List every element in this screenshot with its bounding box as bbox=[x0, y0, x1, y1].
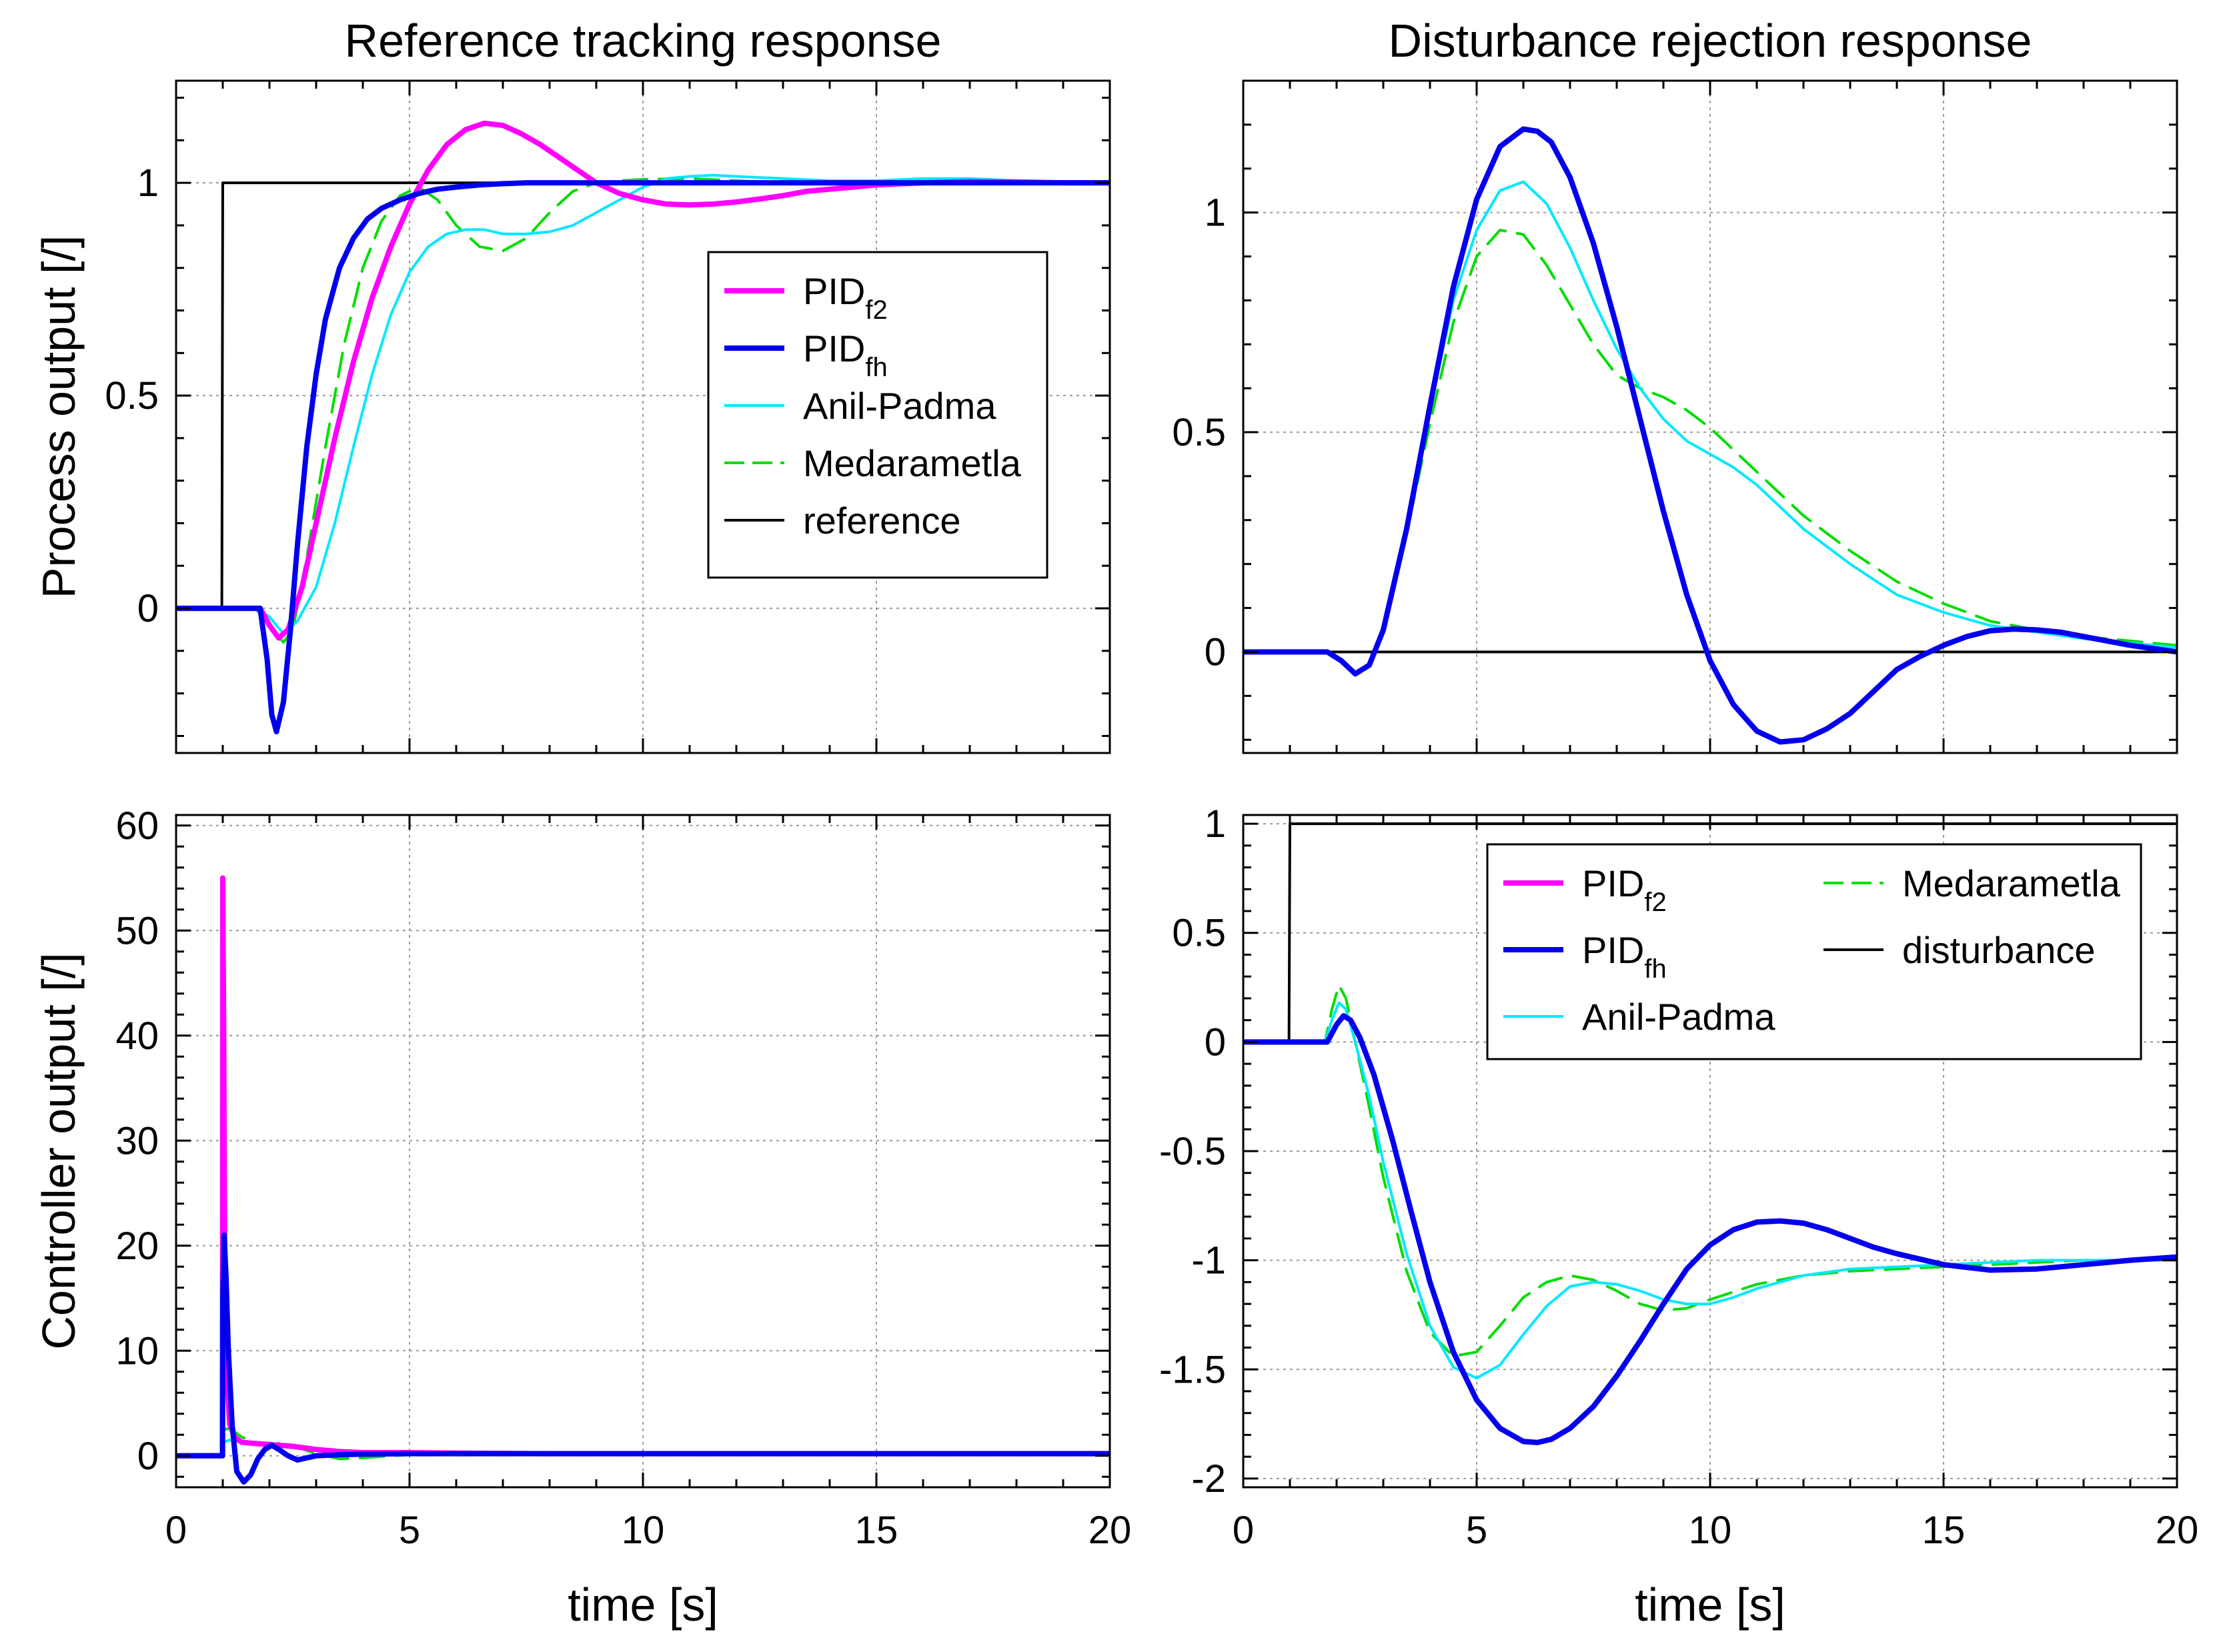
panels: 0 0.5 1 Reference tracking response Process … bbox=[33, 15, 2198, 1631]
y-tick-label: 50 bbox=[115, 909, 159, 952]
x-axis-label: time [s] bbox=[1635, 1579, 1785, 1631]
y-axis-label: Process output [/] bbox=[33, 235, 85, 599]
y-tick-label: 0 bbox=[137, 1435, 159, 1478]
series-group bbox=[176, 875, 1110, 1485]
y-tick-label: 60 bbox=[115, 804, 159, 848]
legend-box bbox=[707, 251, 1048, 579]
y-tick-label: 1 bbox=[1205, 802, 1226, 846]
y-tick-label: 0 bbox=[1205, 630, 1226, 674]
series-pidfh bbox=[176, 180, 1110, 735]
x-tick-label: 10 bbox=[622, 1509, 665, 1552]
series-anil-padma bbox=[1243, 1001, 2177, 1380]
legend-label-anil-padma: Anil-Padma bbox=[1582, 996, 1775, 1038]
series-medarametla bbox=[1243, 984, 2177, 1358]
panel-ref_controller: 0 10 20 30 40 50 60 0 5 10 15 20 time [s] Controller … bbox=[33, 804, 1131, 1631]
x-axis-label: time [s] bbox=[568, 1579, 718, 1631]
y-tick-label: 0 bbox=[137, 587, 159, 630]
x-tick-label: 15 bbox=[855, 1509, 898, 1552]
legend-label-pidfh: PIDfh bbox=[1582, 929, 1667, 984]
legend-label-reference: reference bbox=[803, 500, 961, 542]
panel-ref_process: 0 0.5 1 Reference tracking response Process … bbox=[33, 15, 1111, 754]
y-tick-label: 0.5 bbox=[105, 374, 159, 418]
y-tick-label: 30 bbox=[115, 1119, 159, 1162]
panel-title: Disturbance rejection response bbox=[1389, 15, 2032, 67]
y-tick-label: 0 bbox=[1205, 1020, 1226, 1064]
y-tick-label: 0.5 bbox=[1172, 912, 1226, 955]
x-tick-label: 15 bbox=[1922, 1509, 1966, 1552]
y-tick-label: -1.5 bbox=[1159, 1348, 1226, 1391]
legend-label-pidfh: PIDfh bbox=[803, 327, 888, 382]
legend-label-anil-padma: Anil-Padma bbox=[803, 385, 996, 427]
x-tick-label: 5 bbox=[399, 1509, 420, 1552]
x-tick-label: 0 bbox=[1233, 1509, 1254, 1552]
panel-dist_process: 0 0.5 1 Disturbance rejection response bbox=[1172, 15, 2178, 754]
x-tick-label: 10 bbox=[1689, 1509, 1732, 1552]
legend-box bbox=[1486, 843, 2142, 1060]
series-pidfh bbox=[1243, 126, 2177, 745]
y-tick-label: -1 bbox=[1191, 1239, 1226, 1283]
series-group bbox=[176, 120, 1110, 735]
legend-label-disturbance: disturbance bbox=[1902, 929, 2096, 971]
y-axis-label: Controller output [/] bbox=[33, 952, 85, 1349]
legend-label-pidf2: PIDf2 bbox=[1582, 862, 1667, 917]
y-tick-label: 0.5 bbox=[1172, 411, 1226, 454]
x-tick-label: 0 bbox=[165, 1509, 187, 1552]
legend: PIDf2 PIDfh Anil-Padma Medarametla disturban… bbox=[1486, 843, 2142, 1060]
x-tick-label: 20 bbox=[1088, 1509, 1132, 1552]
y-tick-label: 10 bbox=[115, 1329, 159, 1373]
series-pidfh bbox=[1243, 1013, 2177, 1445]
series-medarametla bbox=[176, 177, 1110, 644]
series-group bbox=[1243, 822, 2177, 1445]
series-pidfh bbox=[176, 1232, 1110, 1485]
y-tick-label: 20 bbox=[115, 1224, 159, 1268]
x-tick-label: 20 bbox=[2156, 1509, 2199, 1552]
series-group bbox=[1243, 126, 2177, 745]
series-pidf2 bbox=[176, 120, 1110, 641]
x-tick-label: 5 bbox=[1466, 1509, 1487, 1552]
legend-label-pidf2: PIDf2 bbox=[803, 270, 888, 325]
legend-label-medarametla: Medarametla bbox=[803, 442, 1022, 484]
y-tick-label: 1 bbox=[137, 161, 159, 205]
y-tick-label: 40 bbox=[115, 1014, 159, 1058]
y-tick-label: 1 bbox=[1205, 191, 1226, 235]
panel-title: Reference tracking response bbox=[345, 15, 942, 67]
y-tick-label: -0.5 bbox=[1159, 1130, 1226, 1173]
legend-label-medarametla: Medarametla bbox=[1902, 862, 2121, 904]
y-tick-label: -2 bbox=[1191, 1457, 1226, 1501]
